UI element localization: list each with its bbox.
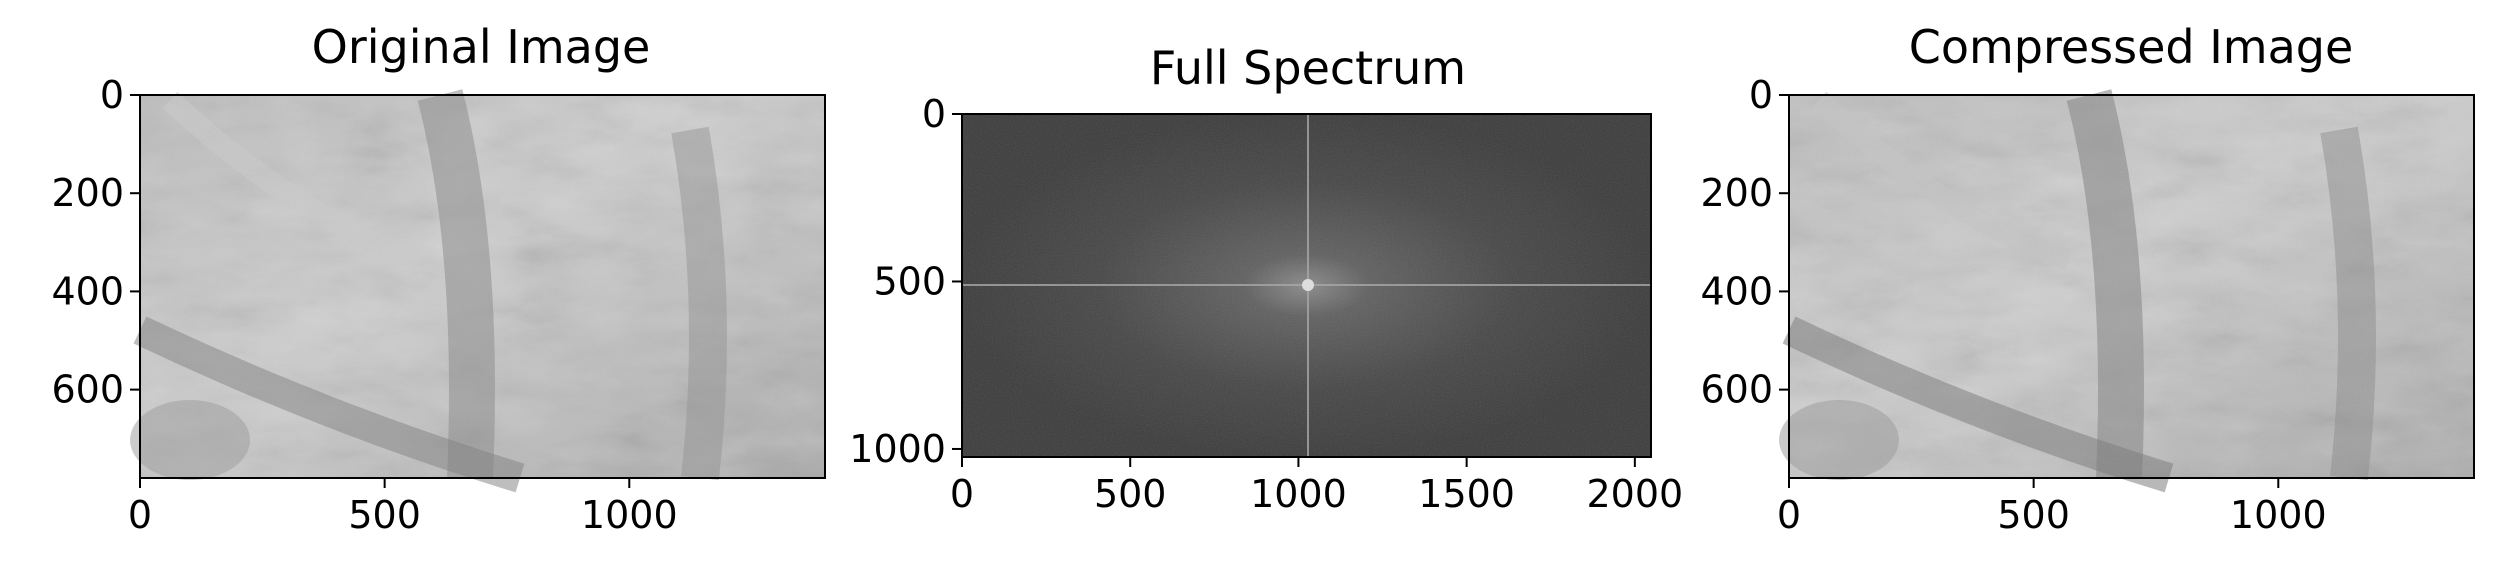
spectrum-title: Full Spectrum — [1150, 41, 1466, 95]
compressed-xtick-label: 0 — [1777, 493, 1801, 537]
compressed-ytick-label: 200 — [1700, 171, 1773, 215]
panel-compressed-image: Compressed Image 0 500 1000 0 200 400 600 — [1700, 20, 2475, 537]
spectrum-ytick-label: 500 — [873, 259, 946, 303]
panel-original-image: Original Image 0 500 1000 0 200 400 600 — [51, 20, 826, 537]
original-image — [130, 89, 825, 493]
original-ticks: 0 500 1000 0 200 400 600 — [51, 73, 677, 537]
original-ytick-label: 0 — [100, 73, 124, 117]
compressed-ticks: 0 500 1000 0 200 400 600 — [1700, 73, 2326, 537]
spectrum-title-text: Full Spectrum — [1150, 41, 1466, 95]
spectrum-ytick-label: 1000 — [849, 427, 946, 471]
original-xtick-label: 1000 — [581, 493, 678, 537]
compressed-ytick-label: 0 — [1749, 73, 1773, 117]
panel-full-spectrum: Full Spectrum 0 500 1000 1500 2000 0 500 1000 — [849, 41, 1683, 516]
compressed-xtick-label: 500 — [1997, 493, 2070, 537]
compressed-xtick-label: 1000 — [2230, 493, 2327, 537]
spectrum-ytick-label: 0 — [922, 92, 946, 136]
original-xtick-label: 500 — [348, 493, 421, 537]
original-xtick-label: 0 — [128, 493, 152, 537]
compressed-axes-frame — [1788, 94, 2475, 479]
original-ytick-label: 400 — [51, 269, 124, 313]
original-title-text: Original Image — [312, 20, 651, 74]
compressed-image — [1779, 89, 2474, 493]
original-ytick-label: 200 — [51, 171, 124, 215]
spectrum-xtick-label: 1000 — [1250, 472, 1347, 516]
spectrum-xtick-label: 2000 — [1586, 472, 1683, 516]
original-axes-frame — [139, 94, 826, 479]
spectrum-ticks: 0 500 1000 1500 2000 0 500 1000 — [849, 92, 1683, 516]
compressed-title-text: Compressed Image — [1909, 20, 2354, 74]
spectrum-axes-frame — [961, 113, 1652, 458]
spectrum-xtick-label: 0 — [950, 472, 974, 516]
compressed-title: Compressed Image — [1909, 20, 2354, 74]
original-ytick-label: 600 — [51, 368, 124, 412]
spectrum-xtick-label: 1500 — [1418, 472, 1515, 516]
spectrum-xtick-label: 500 — [1094, 472, 1167, 516]
compressed-ytick-label: 600 — [1700, 368, 1773, 412]
spectrum-image — [962, 114, 1651, 457]
original-title: Original Image — [312, 20, 651, 74]
compressed-ytick-label: 400 — [1700, 269, 1773, 313]
